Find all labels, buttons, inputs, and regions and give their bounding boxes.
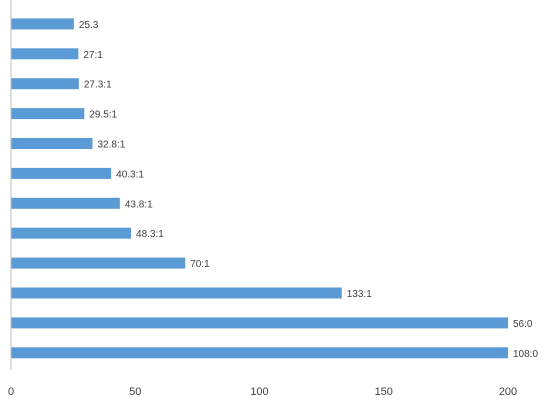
data-labels: 20.3 25.3 27:1 27.3:1 29.5:1 32.8:1 40.3:1 43.8… bbox=[66, 0, 538, 360]
x-tick-label: 100 bbox=[250, 386, 268, 398]
bar bbox=[11, 227, 132, 239]
bar bbox=[11, 317, 508, 329]
bars bbox=[11, 18, 508, 359]
bar-data-label: 32.8:1 bbox=[98, 140, 126, 151]
x-tick-label: 50 bbox=[129, 386, 141, 398]
bar-data-label: 108:0 bbox=[513, 349, 538, 360]
bar-data-label: 56:0 bbox=[513, 319, 533, 330]
bar bbox=[11, 18, 74, 30]
bar bbox=[11, 108, 85, 120]
bar-data-label: 133:1 bbox=[347, 289, 372, 300]
bar-data-label: 43.8:1 bbox=[125, 199, 153, 210]
bar bbox=[11, 347, 508, 359]
x-tick-label: 200 bbox=[499, 386, 517, 398]
x-tick-label: 150 bbox=[375, 386, 393, 398]
bar bbox=[11, 257, 186, 269]
bar-data-label: 27:1 bbox=[83, 50, 103, 61]
x-tick-label: 0 bbox=[8, 386, 14, 398]
bar-data-label: 25.3 bbox=[79, 20, 99, 31]
bar bbox=[11, 48, 79, 60]
bar bbox=[11, 138, 93, 149]
bar bbox=[11, 78, 79, 90]
bar bbox=[11, 197, 120, 209]
bar bbox=[11, 167, 112, 179]
bar bbox=[11, 287, 342, 299]
bar-data-label: 40.3:1 bbox=[116, 169, 144, 180]
x-axis-ticks: 0 50 100 150 200 bbox=[8, 386, 517, 398]
bar-data-label: 20.3 bbox=[66, 0, 86, 1]
bar-data-label: 70:1 bbox=[190, 259, 210, 270]
bar-data-label: 27.3:1 bbox=[84, 80, 112, 91]
bar-data-label: 48.3:1 bbox=[136, 229, 164, 240]
bar-data-label: 29.5:1 bbox=[89, 110, 117, 121]
